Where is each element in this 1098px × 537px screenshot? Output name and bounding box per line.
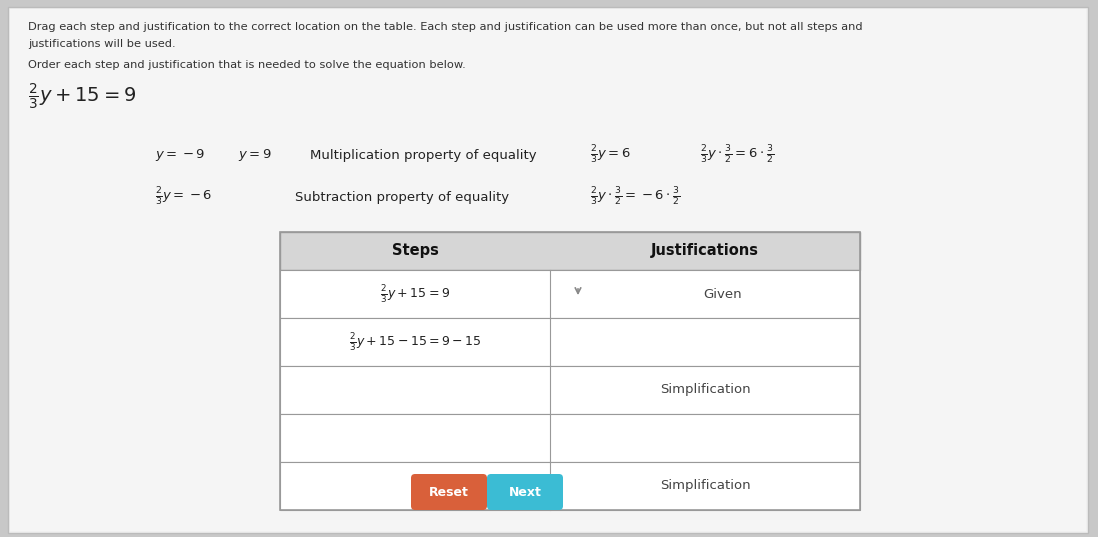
Text: Next: Next [508, 485, 541, 498]
Text: Drag each step and justification to the correct location on the table. Each step: Drag each step and justification to the … [29, 22, 863, 32]
Text: Given: Given [704, 287, 742, 301]
Text: $\frac{2}{3}y + 15 = 9$: $\frac{2}{3}y + 15 = 9$ [29, 82, 136, 112]
FancyBboxPatch shape [280, 462, 860, 510]
Text: $y = -9$: $y = -9$ [155, 147, 205, 163]
FancyBboxPatch shape [280, 270, 860, 318]
Text: $\frac{2}{3}y + 15 - 15 = 9 - 15$: $\frac{2}{3}y + 15 - 15 = 9 - 15$ [349, 331, 481, 353]
FancyBboxPatch shape [280, 318, 860, 366]
Text: Subtraction property of equality: Subtraction property of equality [295, 191, 509, 204]
Text: Reset: Reset [429, 485, 469, 498]
Text: Order each step and justification that is needed to solve the equation below.: Order each step and justification that i… [29, 60, 466, 70]
FancyBboxPatch shape [8, 7, 1088, 533]
Text: $\frac{2}{3}y \cdot \frac{3}{2} = -6 \cdot \frac{3}{2}$: $\frac{2}{3}y \cdot \frac{3}{2} = -6 \cd… [590, 186, 681, 208]
FancyBboxPatch shape [280, 366, 860, 414]
Text: Steps: Steps [392, 243, 438, 258]
FancyBboxPatch shape [488, 474, 563, 510]
FancyBboxPatch shape [10, 9, 1086, 531]
FancyBboxPatch shape [280, 232, 860, 270]
Text: $\frac{2}{3}y = -6$: $\frac{2}{3}y = -6$ [155, 186, 212, 208]
Text: justifications will be used.: justifications will be used. [29, 39, 176, 49]
Text: $\frac{2}{3}y = 6$: $\frac{2}{3}y = 6$ [590, 144, 631, 166]
Text: $\frac{2}{3}y \cdot \frac{3}{2} = 6 \cdot \frac{3}{2}$: $\frac{2}{3}y \cdot \frac{3}{2} = 6 \cdo… [701, 144, 774, 166]
Text: Multiplication property of equality: Multiplication property of equality [310, 149, 537, 162]
FancyBboxPatch shape [411, 474, 488, 510]
Text: Simplification: Simplification [660, 383, 750, 396]
FancyBboxPatch shape [280, 414, 860, 462]
Text: $\frac{2}{3}y + 15 = 9$: $\frac{2}{3}y + 15 = 9$ [380, 283, 450, 305]
Text: Justifications: Justifications [651, 243, 759, 258]
Text: $y = 9$: $y = 9$ [238, 147, 272, 163]
Text: Simplification: Simplification [660, 480, 750, 492]
